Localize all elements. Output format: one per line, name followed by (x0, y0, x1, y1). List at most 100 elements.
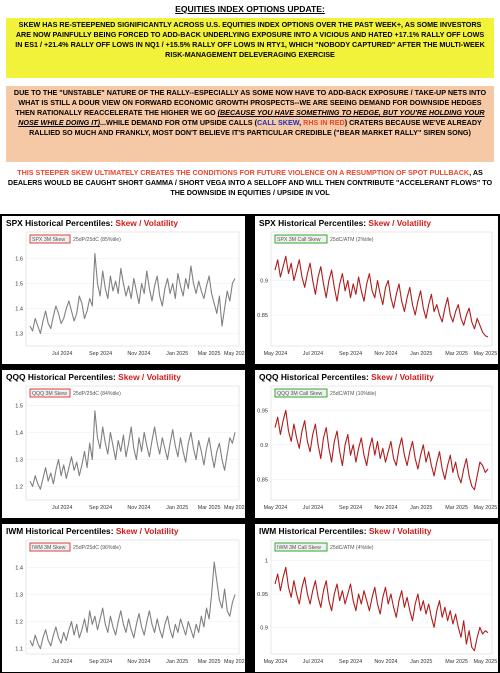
y-tick-label: 1.6 (15, 257, 23, 263)
x-tick-label: Jan 2025 (410, 351, 432, 357)
series-line (274, 409, 489, 491)
legend-note: 25dP/25dC (96%tile) (73, 545, 121, 551)
legend-box (274, 542, 328, 552)
legend-box (29, 234, 71, 244)
x-tick-label: May 2025 (224, 659, 245, 665)
y-tick-label: 1.2 (15, 484, 23, 490)
y-tick-label: 1.5 (15, 282, 23, 288)
legend-note: 25dC/ATM (4%tile) (330, 545, 374, 551)
analysis-part4: ) CRATERS BECAUSE WE'VE ALREADY RALLIED … (29, 118, 482, 138)
series-line (29, 252, 236, 335)
x-tick-label: May 2025 (474, 505, 498, 511)
y-tick-label: 0.95 (257, 408, 268, 414)
x-tick-label: Sep 2024 (339, 659, 362, 665)
chart-svg-spx-put: 1.3 1.4 1.5 1.6 Jul 2024 Sep 2024 Nov 2024 Jan … (15, 231, 245, 357)
x-tick-label: Nov 2024 (127, 505, 150, 511)
analysis-part3: ...WHILE DEMAND FOR OTM UPSIDE CALLS ( (100, 118, 257, 128)
x-tick-label: Sep 2024 (339, 505, 362, 511)
call-skew-label: CALL SKEW (256, 118, 300, 128)
x-tick-label: Jan 2025 (166, 505, 188, 511)
chart-title: QQQ Historical Percentiles: Skew / Volat… (259, 372, 434, 382)
x-tick-label: May 2025 (224, 351, 245, 357)
chart-title: QQQ Historical Percentiles: Skew / Volat… (6, 372, 181, 382)
plot-area (270, 231, 493, 347)
y-tick-label: 0.9 (260, 625, 268, 631)
x-tick-label: May 2024 (264, 659, 288, 665)
x-tick-label: May 2024 (264, 351, 288, 357)
x-tick-label: Mar 2025 (198, 351, 221, 357)
chart-title-highlight: Skew / Volatility (115, 526, 179, 536)
x-tick-label: Jul 2024 (52, 659, 72, 665)
plot-area (270, 539, 493, 655)
chart-svg-qqq-put: 1.2 1.3 1.4 1.5 Jul 2024 Sep 2024 Nov 2024 Jan … (15, 385, 245, 511)
legend-note: 25dC/ATM (2%tile) (330, 237, 374, 243)
chart-title-highlight: Skew / Volatility (115, 218, 179, 228)
x-tick-label: Nov 2024 (374, 659, 397, 665)
y-tick-label: 1.3 (15, 457, 23, 463)
x-tick-label: Sep 2024 (89, 659, 112, 665)
x-tick-label: Mar 2025 (445, 505, 468, 511)
y-tick-label: 0.85 (257, 313, 268, 319)
x-tick-label: Jul 2024 (52, 505, 72, 511)
y-tick-label: 1.3 (15, 593, 23, 599)
x-tick-label: Sep 2024 (89, 351, 112, 357)
legend-note: 25dP/25dC (84%tile) (73, 391, 121, 397)
plot-area (25, 385, 240, 501)
legend-box (274, 388, 328, 398)
legend-note: 25dP/25dC (85%tile) (73, 237, 121, 243)
y-tick-label: 0.9 (260, 443, 268, 449)
analysis-box: DUE TO THE "UNSTABLE" NATURE OF THE RALL… (6, 86, 494, 162)
series-line (274, 255, 489, 338)
chart-title-prefix: IWM Historical Percentiles: (6, 526, 116, 536)
y-tick-label: 1.4 (15, 307, 23, 313)
legend-box (29, 388, 71, 398)
chart-title-prefix: SPX Historical Percentiles: (6, 218, 116, 228)
y-tick-label: 1 (265, 559, 268, 565)
rhs-red-label: RHS IN RED (303, 118, 345, 128)
x-tick-label: May 2025 (474, 351, 498, 357)
y-tick-label: 0.9 (260, 278, 268, 284)
chart-panel-qqq-put: QQQ Historical Percentiles: Skew / Volat… (2, 370, 245, 518)
legend-label: IWM 3M Call Skew (277, 545, 321, 551)
x-tick-label: Nov 2024 (127, 351, 150, 357)
x-tick-label: Jul 2024 (52, 351, 72, 357)
x-tick-label: Jul 2024 (303, 351, 323, 357)
y-tick-label: 1.2 (15, 620, 23, 626)
x-tick-label: May 2025 (474, 659, 498, 665)
legend-box (274, 234, 328, 244)
x-tick-label: Mar 2025 (198, 505, 221, 511)
y-tick-label: 0.85 (257, 477, 268, 483)
legend-label: QQQ 3M Call Skew (277, 391, 323, 397)
series-line (29, 410, 236, 490)
x-tick-label: Nov 2024 (374, 505, 397, 511)
x-tick-label: Mar 2025 (198, 659, 221, 665)
summary-text: SKEW HAS RE-STEEPENED SIGNIFICANTLY ACRO… (15, 20, 485, 59)
warning-rest: , AS DEALERS WOULD BE CAUGHT SHORT GAMMA… (7, 168, 493, 197)
x-tick-label: Jul 2024 (303, 505, 323, 511)
y-tick-label: 1.1 (15, 647, 23, 653)
chart-title-prefix: QQQ Historical Percentiles: (6, 372, 119, 382)
warning-text: THIS STEEPER SKEW ULTIMATELY CREATES THE… (6, 168, 494, 198)
x-tick-label: Jan 2025 (166, 659, 188, 665)
x-tick-label: Nov 2024 (374, 351, 397, 357)
legend-note: 25dC/ATM (10%tile) (330, 391, 377, 397)
chart-svg-spx-call: 0.85 0.9 May 2024 Jul 2024 Sep 2024 Nov 2024 J… (257, 231, 498, 357)
legend-label: SPX 3M Skew (32, 237, 65, 243)
series-line (29, 561, 236, 650)
analysis-part2: (BECAUSE YOU HAVE SOMETHING TO HEDGE, BU… (18, 108, 485, 128)
legend-label: IWM 3M Skew (32, 545, 66, 551)
chart-title-prefix: SPX Historical Percentiles: (259, 218, 369, 228)
y-tick-label: 1.4 (15, 430, 23, 436)
chart-title: SPX Historical Percentiles: Skew / Volat… (6, 218, 178, 228)
plot-area (270, 385, 493, 501)
chart-title-highlight: Skew / Volatility (371, 372, 434, 382)
summary-box: SKEW HAS RE-STEEPENED SIGNIFICANTLY ACRO… (6, 18, 494, 78)
legend-box (29, 542, 71, 552)
x-tick-label: May 2025 (224, 505, 245, 511)
chart-panel-spx-call: SPX Historical Percentiles: Skew / Volat… (255, 216, 498, 364)
legend-label: QQQ 3M Skew (32, 391, 67, 397)
y-tick-label: 1.4 (15, 566, 23, 572)
y-tick-label: 1.5 (15, 403, 23, 409)
x-tick-label: Sep 2024 (339, 351, 362, 357)
